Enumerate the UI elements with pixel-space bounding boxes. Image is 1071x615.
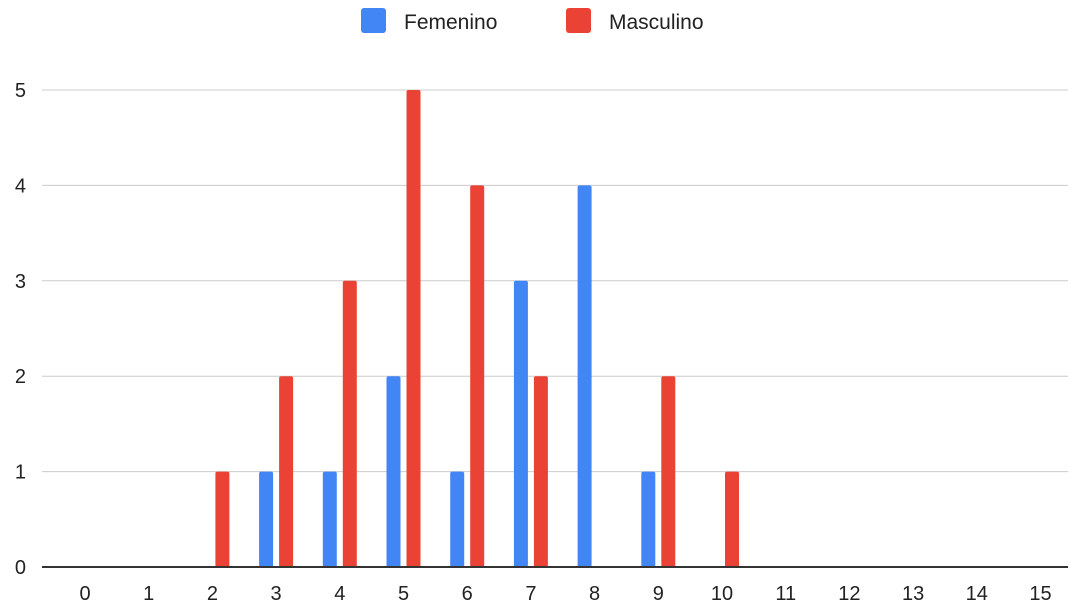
- bars: [215, 90, 739, 567]
- bar-femenino-9: [641, 471, 656, 567]
- gridlines: [42, 89, 1068, 473]
- x-tick-label: 8: [589, 583, 600, 605]
- legend-label: Masculino: [609, 11, 704, 34]
- y-tick-label: 5: [15, 80, 26, 102]
- y-tick-label: 2: [15, 366, 26, 388]
- x-tick-label: 11: [775, 583, 796, 605]
- x-tick-label: 6: [462, 583, 473, 605]
- x-tick-label: 5: [398, 583, 409, 605]
- bar-femenino-4: [322, 471, 337, 567]
- x-axis-ticks: 0 1 2 3 4 5 6 7 8 9 10 11 12 13 14 15: [79, 583, 1051, 605]
- y-tick-label: 0: [15, 557, 26, 579]
- legend: Femenino Masculino: [361, 8, 704, 34]
- x-tick-label: 10: [711, 583, 733, 605]
- x-tick-label: 12: [838, 583, 860, 605]
- x-tick-label: 15: [1029, 583, 1051, 605]
- bar-masculino-10: [725, 471, 739, 567]
- y-tick-label: 3: [15, 271, 26, 293]
- legend-item-masculino: Masculino: [566, 8, 704, 34]
- bar-masculino-5: [406, 90, 421, 567]
- x-tick-label: 2: [207, 583, 218, 605]
- bar-masculino-2: [215, 471, 230, 567]
- x-tick-label: 0: [79, 583, 90, 605]
- bar-masculino-3: [279, 376, 294, 567]
- y-tick-label: 4: [15, 175, 26, 197]
- x-tick-label: 14: [966, 583, 988, 605]
- x-tick-label: 7: [525, 583, 536, 605]
- legend-label: Femenino: [404, 11, 497, 34]
- x-tick-label: 9: [653, 583, 664, 605]
- bar-femenino-7: [513, 280, 528, 567]
- x-tick-label: 3: [271, 583, 282, 605]
- legend-swatch: [566, 8, 591, 33]
- bar-masculino-4: [342, 280, 357, 567]
- bar-femenino-5: [386, 376, 401, 567]
- bar-masculino-9: [661, 376, 676, 567]
- bar-masculino-6: [470, 185, 485, 567]
- y-axis-ticks: 0 1 2 3 4 5: [15, 80, 26, 579]
- x-tick-label: 4: [334, 583, 345, 605]
- bar-masculino-7: [533, 376, 548, 567]
- x-tick-label: 1: [143, 583, 154, 605]
- legend-item-femenino: Femenino: [361, 8, 497, 34]
- legend-swatch: [361, 8, 386, 33]
- bar-femenino-6: [450, 471, 465, 567]
- y-tick-label: 1: [15, 462, 26, 484]
- x-tick-label: 13: [902, 583, 924, 605]
- bar-femenino-3: [259, 471, 274, 567]
- bar-femenino-8: [577, 185, 592, 567]
